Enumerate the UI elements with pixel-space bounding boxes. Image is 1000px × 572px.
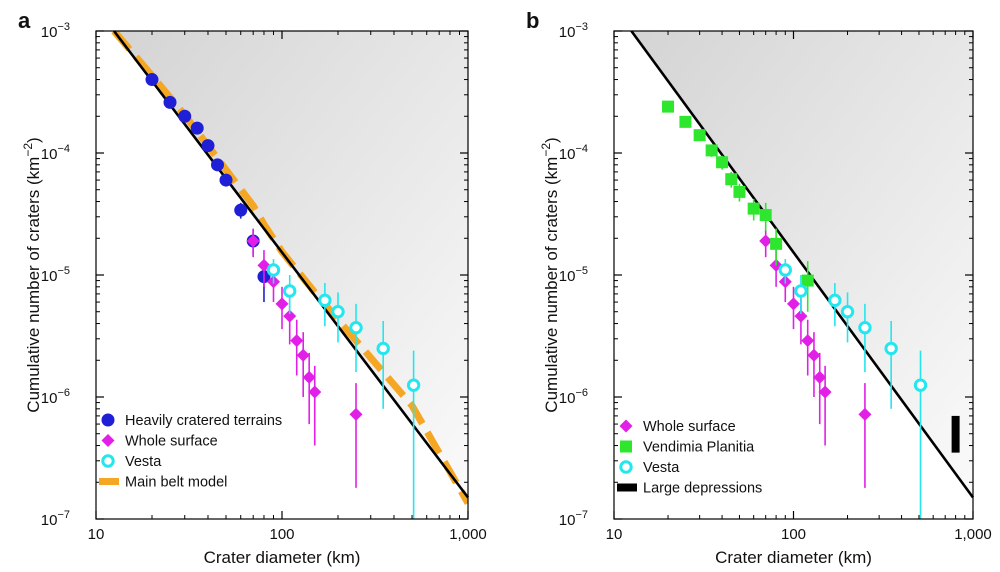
vendimia-planitia-point xyxy=(759,209,772,222)
whole-surface-point xyxy=(290,334,304,348)
heavily-cratered-terrains-point xyxy=(219,173,233,187)
whole-surface-point xyxy=(813,370,827,384)
vendimia-planitia-point xyxy=(733,185,746,198)
whole-surface-point xyxy=(807,348,821,362)
vendimia-planitia-point xyxy=(705,144,718,157)
y-tick-label: 10−5 xyxy=(559,265,588,285)
vendimia-planitia-point xyxy=(716,156,729,169)
heavily-cratered-terrains-point xyxy=(201,139,215,153)
whole-surface-point xyxy=(302,370,316,384)
vesta-point xyxy=(884,341,898,356)
panel-b: 10 100 1,000 10−7 10−6 10−5 10−4 10−3 Crater dia… xyxy=(526,8,992,567)
vendimia-planitia-point xyxy=(801,274,814,287)
legend-swatch xyxy=(101,434,115,447)
vesta-point xyxy=(858,320,872,335)
vesta-point xyxy=(266,263,281,277)
whole-surface-point xyxy=(296,348,310,362)
x-tick-label: 1,000 xyxy=(449,526,487,543)
y-tick-label: 10−5 xyxy=(41,265,70,285)
saturation-line xyxy=(112,30,470,499)
vesta-point xyxy=(406,378,421,392)
heavily-cratered-terrains-point xyxy=(163,95,177,109)
legend-swatch xyxy=(101,413,115,427)
legend-swatch xyxy=(620,440,632,453)
vesta-point xyxy=(840,305,855,319)
x-axis-label: Crater diameter (km) xyxy=(204,548,361,567)
vesta-point xyxy=(349,320,363,335)
legend-label: Whole surface xyxy=(125,434,218,450)
panel-a: 10 100 1,000 10−7 10−6 10−5 10−4 10−3 Crater dia… xyxy=(18,8,487,567)
vendimia-planitia-point xyxy=(725,173,738,186)
panel-label: b xyxy=(526,8,539,33)
whole-surface-point xyxy=(308,385,322,399)
legend-label: Vendimia Planitia xyxy=(643,440,755,456)
legend: Whole surface Vendimia Planitia Vesta Large… xyxy=(617,419,762,497)
x-tick-label: 10 xyxy=(606,526,623,543)
whole-surface-point xyxy=(759,234,773,248)
heavily-cratered-terrains-point xyxy=(234,203,248,217)
y-axis-label: Cumulative number of craters (km−2) xyxy=(21,137,43,412)
vesta-point xyxy=(376,341,390,356)
vendimia-planitia-point xyxy=(747,202,760,215)
y-tick-label: 10−7 xyxy=(41,509,70,529)
legend: Heavily cratered terrains Whole surface Ve… xyxy=(99,413,282,491)
legend-label: Heavily cratered terrains xyxy=(125,413,282,429)
vendimia-planitia-point xyxy=(770,237,783,250)
x-tick-label: 10 xyxy=(88,526,105,543)
whole-surface-point xyxy=(818,385,832,399)
y-tick-label: 10−4 xyxy=(41,143,70,163)
whole-surface-point xyxy=(275,297,289,311)
x-axis-label: Crater diameter (km) xyxy=(715,548,872,567)
legend-label: Large depressions xyxy=(643,481,762,497)
y-axis-label: Cumulative number of craters (km−2) xyxy=(539,137,561,412)
x-tick-label: 100 xyxy=(269,526,294,543)
vesta-point xyxy=(282,284,297,298)
whole-surface-point xyxy=(283,309,297,323)
vendimia-planitia-point xyxy=(679,115,692,128)
vesta-point xyxy=(913,378,928,392)
legend-swatch xyxy=(619,460,633,474)
x-tick-label: 1,000 xyxy=(954,526,992,543)
whole-surface-point xyxy=(858,407,872,421)
y-tick-label: 10−6 xyxy=(41,387,70,407)
heavily-cratered-terrains-point xyxy=(145,73,159,87)
legend-swatch xyxy=(619,419,633,433)
heavily-cratered-terrains-point xyxy=(178,109,192,123)
y-tick-label: 10−3 xyxy=(41,21,70,41)
vendimia-planitia-point xyxy=(662,100,675,113)
whole-surface-point xyxy=(246,234,260,248)
heavily-cratered-terrains-point xyxy=(190,121,204,135)
whole-surface-point xyxy=(794,309,808,323)
large-depression-bar xyxy=(951,415,960,453)
legend-label: Vesta xyxy=(125,454,162,470)
y-tick-label: 10−3 xyxy=(559,21,588,41)
legend-swatch xyxy=(617,483,637,492)
vesta-point xyxy=(828,293,842,308)
vesta-point xyxy=(778,263,792,277)
legend-swatch xyxy=(101,454,115,468)
whole-surface-point xyxy=(349,407,363,421)
heavily-cratered-terrains-point xyxy=(210,158,224,172)
y-tick-label: 10−7 xyxy=(559,509,588,529)
main-belt-model-line xyxy=(111,31,468,505)
legend-swatch xyxy=(99,478,119,485)
whole-surface-point xyxy=(801,334,815,348)
panel-label: a xyxy=(18,8,31,33)
whole-surface-point xyxy=(787,297,800,311)
y-tick-label: 10−4 xyxy=(559,143,588,163)
legend-label: Vesta xyxy=(643,460,680,476)
y-tick-label: 10−6 xyxy=(559,387,588,407)
x-tick-label: 100 xyxy=(781,526,806,543)
legend-label: Main belt model xyxy=(125,475,227,491)
vesta-point xyxy=(794,284,808,298)
legend-label: Whole surface xyxy=(643,419,736,435)
saturation-line xyxy=(630,30,975,499)
vesta-point xyxy=(318,293,332,308)
vendimia-planitia-point xyxy=(693,129,706,142)
vesta-point xyxy=(331,305,345,319)
